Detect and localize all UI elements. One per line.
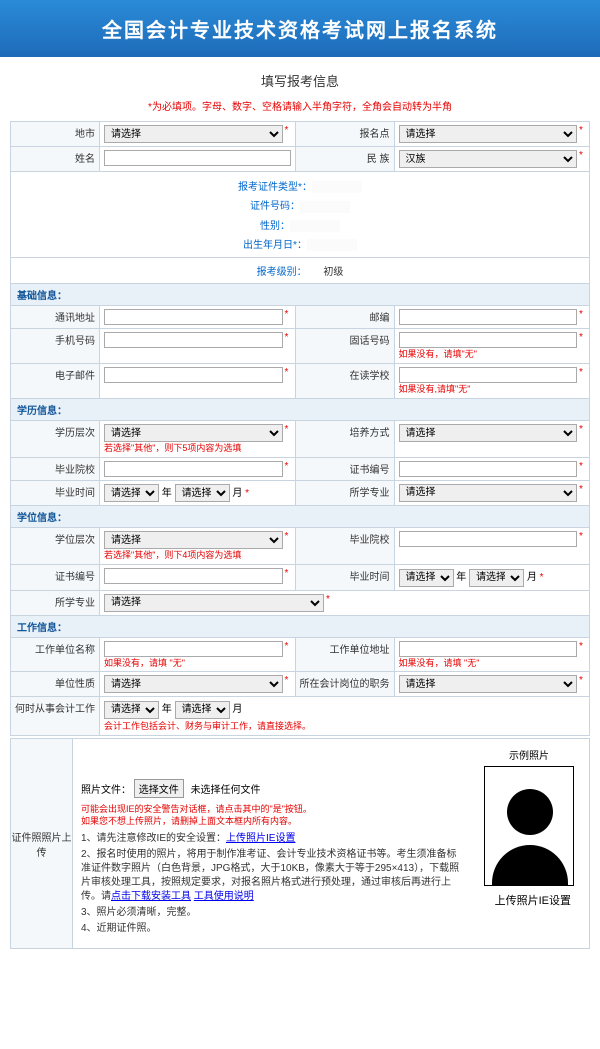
- page-title: 填写报考信息: [0, 57, 600, 98]
- addr-input[interactable]: [104, 309, 283, 325]
- deg-school-label: 毕业院校: [295, 528, 394, 565]
- school-label: 在读学校: [295, 364, 394, 399]
- tel-label: 固话号码: [295, 329, 394, 364]
- city-select[interactable]: 请选择: [104, 125, 283, 143]
- work-unit-input[interactable]: [104, 641, 283, 657]
- photo-tip-4: 4、近期证件照。: [81, 922, 461, 936]
- required-note: *为必填项。字母、数字、空格请输入半角字符，全角会自动转为半角: [0, 98, 600, 121]
- deg-gradtime-label: 毕业时间: [295, 565, 394, 591]
- deg-certno-label: 证书编号: [11, 565, 100, 591]
- year-unit: 年: [162, 704, 172, 715]
- edu-level-select[interactable]: 请选择: [104, 424, 283, 442]
- photo-tip-1a: 1、请先注意修改IE的安全设置：: [81, 833, 226, 844]
- addr-label: 通讯地址: [11, 306, 100, 329]
- deg-year-select[interactable]: 请选择: [399, 569, 454, 587]
- edu-mode-select[interactable]: 请选择: [399, 424, 578, 442]
- work-unittype-select[interactable]: 请选择: [104, 675, 283, 693]
- ie-settings-link-bottom[interactable]: 上传照片IE设置: [495, 895, 571, 907]
- page-banner: 全国会计专业技术资格考试网上报名系统: [0, 0, 600, 57]
- deg-level-select[interactable]: 请选择: [104, 531, 283, 549]
- deg-major-select[interactable]: 请选择: [104, 594, 324, 612]
- section-deg: 学位信息：: [11, 506, 590, 528]
- sample-photo-image: [484, 766, 574, 886]
- tel-hint: 如果没有，请填"无": [399, 349, 578, 360]
- email-label: 电子邮件: [11, 364, 100, 399]
- file-status-text: 未选择任何文件: [191, 785, 261, 796]
- edu-level-label: 学历层次: [11, 421, 100, 458]
- name-input[interactable]: [104, 150, 291, 166]
- site-label: 报名点: [295, 122, 394, 147]
- work-unitaddr-hint: 如果没有，请填 "无": [399, 658, 578, 669]
- work-pos-select[interactable]: 请选择: [399, 675, 578, 693]
- deg-level-hint: 若选择"其他"，则下4项内容为选填: [104, 550, 283, 561]
- mobile-label: 手机号码: [11, 329, 100, 364]
- email-input[interactable]: [104, 367, 283, 383]
- work-start-month-select[interactable]: 请选择: [175, 701, 230, 719]
- name-label: 姓名: [11, 147, 100, 172]
- post-label: 邮编: [295, 306, 394, 329]
- edu-major-label: 所学专业: [295, 480, 394, 506]
- tool-guide-link[interactable]: 工具使用说明: [194, 891, 254, 902]
- edu-major-select[interactable]: 请选择: [399, 484, 578, 502]
- work-start-label: 何时从事会计工作: [11, 697, 100, 735]
- work-start-hint: 会计工作包括会计、财务与审计工作，请直接选择。: [104, 721, 585, 732]
- section-edu: 学历信息：: [11, 399, 590, 421]
- month-unit: 月: [232, 704, 242, 715]
- edu-level-hint: 若选择"其他"，则下5项内容为选填: [104, 443, 283, 454]
- required-star: *: [579, 125, 585, 136]
- deg-major-label: 所学专业: [11, 590, 100, 615]
- mobile-input[interactable]: [104, 332, 283, 348]
- photo-file-label: 照片文件：: [81, 785, 131, 796]
- required-star: *: [579, 150, 585, 161]
- ethnic-select[interactable]: 汉族: [399, 150, 578, 168]
- deg-level-label: 学位层次: [11, 528, 100, 565]
- edu-month-select[interactable]: 请选择: [175, 484, 230, 502]
- section-work: 工作信息：: [11, 615, 590, 637]
- edu-school-label: 毕业院校: [11, 457, 100, 480]
- work-start-year-select[interactable]: 请选择: [104, 701, 159, 719]
- edu-mode-label: 培养方式: [295, 421, 394, 458]
- photo-tip-3: 3、照片必须清晰，完整。: [81, 906, 461, 920]
- edu-year-select[interactable]: 请选择: [104, 484, 159, 502]
- sample-photo-title: 示例照片: [477, 747, 581, 762]
- photo-warning-2: 如果您不想上传照片，请删掉上面文本框内所有内容。: [81, 816, 461, 827]
- year-unit: 年: [162, 488, 172, 499]
- edu-gradtime-label: 毕业时间: [11, 480, 100, 506]
- work-unit-label: 工作单位名称: [11, 637, 100, 672]
- site-select[interactable]: 请选择: [399, 125, 578, 143]
- month-unit: 月: [232, 488, 242, 499]
- work-unit-hint: 如果没有，请填 "无": [104, 658, 283, 669]
- photo-section-label: 证件照照片上传: [11, 739, 73, 949]
- required-star: *: [285, 125, 291, 136]
- post-input[interactable]: [399, 309, 578, 325]
- edu-school-input[interactable]: [104, 461, 283, 477]
- id-info-block: 报考证件类型*： 证件号码： 性别： 出生年月日*：: [11, 172, 590, 258]
- deg-school-input[interactable]: [399, 531, 578, 547]
- school-hint: 如果没有,请填"无": [399, 384, 578, 395]
- photo-warning-1: 可能会出现IE的安全警告对话框，请点击其中的"是"按钮。: [81, 804, 461, 815]
- work-unittype-label: 单位性质: [11, 672, 100, 697]
- edu-certno-input[interactable]: [399, 461, 578, 477]
- exam-level-row: 报考级别： 初级: [11, 258, 590, 284]
- work-unitaddr-label: 工作单位地址: [295, 637, 394, 672]
- download-tool-link[interactable]: 点击下载安装工具: [111, 891, 191, 902]
- photo-upload-section: 证件照照片上传 照片文件： 选择文件 未选择任何文件 可能会出现IE的安全警告对…: [10, 738, 590, 950]
- month-unit: 月: [527, 572, 537, 583]
- main-form-table: 地市 请选择* 报名点 请选择* 姓名 民 族 汉族* 报考证件类型*： 证件号…: [10, 121, 590, 736]
- deg-certno-input[interactable]: [104, 568, 283, 584]
- tel-input[interactable]: [399, 332, 578, 348]
- school-input[interactable]: [399, 367, 578, 383]
- section-basic: 基础信息：: [11, 284, 590, 306]
- edu-certno-label: 证书编号: [295, 457, 394, 480]
- work-unitaddr-input[interactable]: [399, 641, 578, 657]
- ethnic-label: 民 族: [295, 147, 394, 172]
- choose-file-button[interactable]: 选择文件: [134, 779, 184, 798]
- deg-month-select[interactable]: 请选择: [469, 569, 524, 587]
- city-label: 地市: [11, 122, 100, 147]
- year-unit: 年: [456, 572, 466, 583]
- work-pos-label: 所在会计岗位的职务: [295, 672, 394, 697]
- ie-settings-link[interactable]: 上传照片IE设置: [226, 833, 295, 844]
